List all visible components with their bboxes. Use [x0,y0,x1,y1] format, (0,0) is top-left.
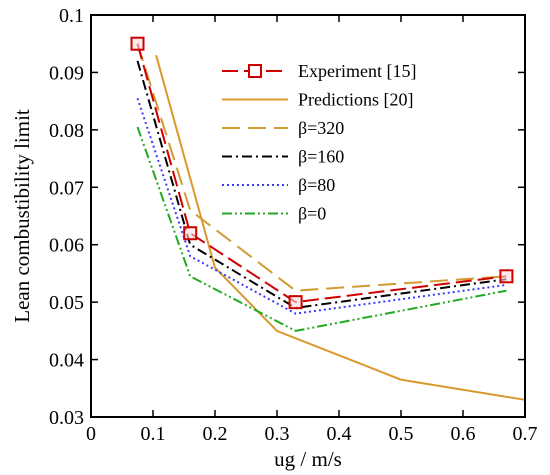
series-line-4 [136,97,507,315]
x-axis-label: ug / m/s [274,447,342,471]
legend-label-5: β=0 [298,204,326,224]
series-marker [130,36,145,51]
legend-label-0: Experiment [15] [298,61,416,81]
tick-layer: 0 0.1 0.2 0.3 0.4 0.5 0.6 0.7 0.03 0.04 0.05 0.06 0.… [49,5,538,445]
x-tick-label: 0.3 [265,423,290,445]
legend-label-1: Predictions [20] [298,90,413,110]
series-marker [499,269,514,284]
y-tick-label: 0.07 [49,177,84,199]
y-tick-label: 0.1 [59,5,84,27]
x-tick-label: 0 [86,423,96,445]
series-line-3 [136,60,507,309]
legend-label-4: β=80 [298,175,335,195]
y-tick-label: 0.06 [49,235,84,257]
y-axis-label: Lean combustibility limit [10,109,34,323]
x-tick-label: 0.7 [513,423,538,445]
x-tick-label: 0.4 [327,423,352,445]
legend-label-3: β=160 [298,147,344,167]
plot-frame [90,14,526,418]
y-tick-label: 0.05 [49,292,84,314]
series-marker [288,295,303,310]
series-line-2 [136,43,507,292]
series-marker [183,226,198,241]
x-tick-label: 0.1 [141,423,166,445]
series-line-0 [136,43,507,304]
series-line-1 [155,54,526,401]
y-tick-label: 0.09 [49,62,84,84]
data-layer [130,36,526,401]
legend-label-2: β=320 [298,118,344,138]
y-tick-label: 0.04 [49,350,84,372]
y-tick-label: 0.08 [49,120,84,142]
x-tick-label: 0.6 [451,423,476,445]
legend: Experiment [15] Predictions [20] β=320 β=16… [222,61,416,224]
x-tick-label: 0.5 [389,423,414,445]
y-tick-label: 0.03 [49,407,84,429]
x-tick-label: 0.2 [203,423,228,445]
legend-marker [248,64,262,78]
